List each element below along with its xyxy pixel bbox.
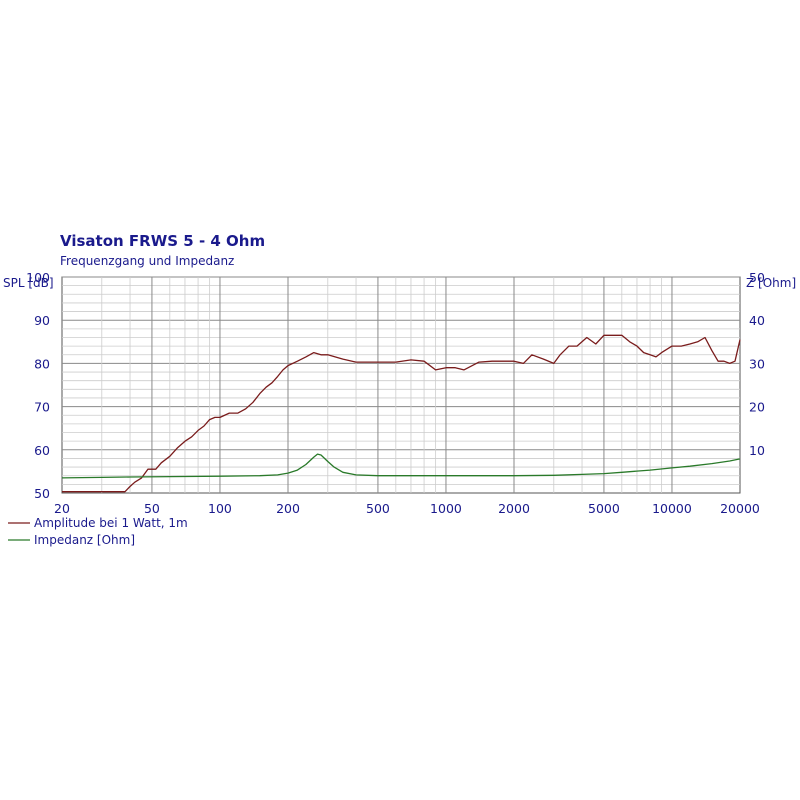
y-left-tick-label: 70 bbox=[34, 400, 50, 415]
series-line-amplitude bbox=[62, 334, 741, 493]
series-line-impedance bbox=[61, 453, 741, 479]
chart-title: Visaton FRWS 5 - 4 Ohm bbox=[60, 232, 265, 250]
y-right-tick-label: 10 bbox=[749, 443, 765, 458]
chart-subtitle: Frequenzgang und Impedanz bbox=[60, 254, 234, 268]
y-left-tick-label: 50 bbox=[34, 486, 50, 501]
legend-label: Impedanz [Ohm] bbox=[34, 533, 135, 547]
x-tick-label: 2000 bbox=[498, 501, 530, 516]
x-tick-label: 200 bbox=[276, 501, 300, 516]
series-lines bbox=[61, 334, 741, 493]
plot-grid bbox=[61, 276, 741, 494]
plot-frame bbox=[61, 276, 741, 494]
x-tick-label: 20 bbox=[54, 501, 70, 516]
x-tick-label: 50 bbox=[144, 501, 160, 516]
y-left-tick-label: 100 bbox=[26, 270, 50, 285]
legend-label: Amplitude bei 1 Watt, 1m bbox=[34, 516, 188, 530]
y-axis-right-label: Z [Ohm] bbox=[746, 276, 796, 290]
x-tick-label: 100 bbox=[208, 501, 232, 516]
y-right-tick-label: 20 bbox=[749, 400, 765, 415]
y-right-tick-label: 50 bbox=[749, 270, 765, 285]
y-left-tick-label: 80 bbox=[34, 356, 50, 371]
legend: Amplitude bei 1 Watt, 1m Impedanz [Ohm] bbox=[8, 516, 188, 547]
x-tick-label: 500 bbox=[366, 501, 390, 516]
x-tick-label: 10000 bbox=[652, 501, 692, 516]
y-axis-left-label: SPL [dB] bbox=[3, 276, 54, 290]
y-left-tick-label: 90 bbox=[34, 313, 50, 328]
axis-ticks: 20 50 100 200 500 1000 2000 5000 10000 20000 50 60 7… bbox=[26, 270, 765, 516]
x-tick-label: 5000 bbox=[588, 501, 620, 516]
x-tick-label: 20000 bbox=[720, 501, 760, 516]
y-right-tick-label: 40 bbox=[749, 313, 765, 328]
y-left-tick-label: 60 bbox=[34, 443, 50, 458]
y-right-tick-label: 30 bbox=[749, 356, 765, 371]
x-tick-label: 1000 bbox=[430, 501, 462, 516]
